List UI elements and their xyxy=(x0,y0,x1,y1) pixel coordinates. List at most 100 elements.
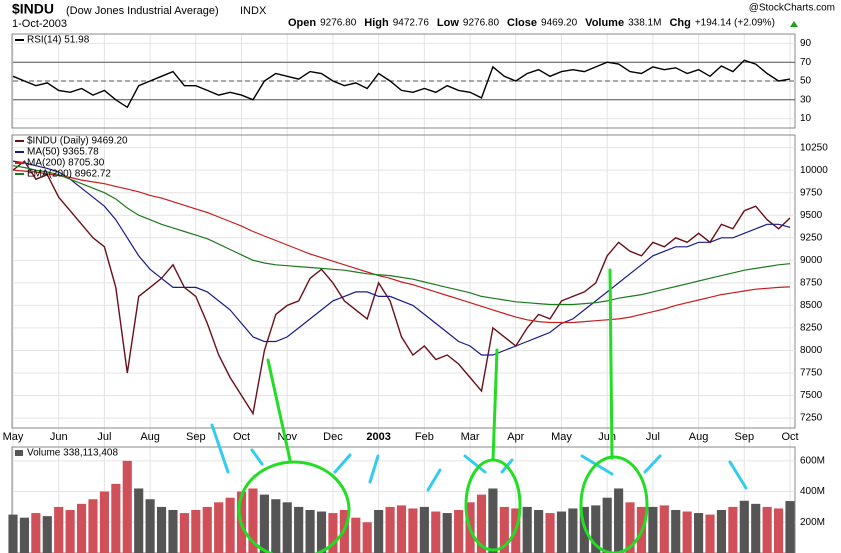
volume-bar xyxy=(19,517,29,553)
volume-bar xyxy=(385,506,395,553)
series-line xyxy=(12,160,791,416)
legend-label: Volume 338,113,408 xyxy=(27,448,118,459)
volume-bar xyxy=(648,506,658,553)
quote-value: +194.14 (+2.09%) xyxy=(695,18,775,29)
volume-bar xyxy=(282,502,292,553)
quote-label: Low xyxy=(437,17,459,29)
volume-bar xyxy=(499,506,509,553)
quote-label: Open xyxy=(288,17,316,29)
x-tick-label: Oct xyxy=(781,431,798,443)
y-tick-label: 10 xyxy=(800,113,812,124)
volume-bar xyxy=(614,488,624,553)
x-tick-label: Jun xyxy=(598,431,616,443)
x-tick-label: Jul xyxy=(97,431,111,443)
x-tick-label: May xyxy=(551,431,572,443)
volume-bar xyxy=(556,511,567,553)
volume-bar xyxy=(156,506,167,553)
y-tick-label: 8750 xyxy=(800,277,823,288)
legend-label: MA(50) 9365.78 xyxy=(27,147,99,158)
volume-bar xyxy=(362,522,372,553)
volume-bar xyxy=(739,500,749,553)
y-tick-label: 10250 xyxy=(800,142,828,153)
x-tick-label: Oct xyxy=(233,431,250,443)
volume-bar xyxy=(168,509,178,553)
volume-bar xyxy=(99,491,109,553)
date: 1-Oct-2003 xyxy=(12,18,67,30)
volume-bar xyxy=(751,503,761,553)
exchange: INDX xyxy=(240,5,267,17)
y-tick-label: 90 xyxy=(800,38,812,49)
quote-value: 9276.80 xyxy=(463,18,500,29)
y-tick-label: 9000 xyxy=(800,255,823,266)
y-tick-label: 600M xyxy=(800,455,825,466)
volume-bar xyxy=(408,508,418,553)
volume-bar xyxy=(705,514,715,553)
annotations xyxy=(210,268,748,553)
volume-bar xyxy=(294,506,304,553)
volume-bar xyxy=(316,511,327,553)
volume-bar xyxy=(202,506,212,553)
y-tick-label: 50 xyxy=(800,76,812,87)
y-tick-label: 9750 xyxy=(800,187,823,198)
volume-bar xyxy=(134,488,144,553)
panel xyxy=(11,134,796,429)
y-tick-label: 400M xyxy=(800,486,825,497)
green-marks xyxy=(237,268,649,553)
index-name: (Dow Jones Industrial Average) xyxy=(66,5,219,17)
x-tick-label: Mar xyxy=(461,431,480,443)
y-tick-label: 8250 xyxy=(800,323,823,334)
quote-value: 9469.20 xyxy=(541,18,578,29)
volume-bar xyxy=(694,513,704,553)
y-tick-label: 7250 xyxy=(800,413,823,424)
volume-bar xyxy=(419,506,429,553)
volume-bar xyxy=(225,497,235,553)
volume-bar xyxy=(602,497,612,553)
volume-bar xyxy=(76,503,87,553)
x-tick-label: Dec xyxy=(323,431,343,443)
volume-bar xyxy=(248,488,258,553)
legend-label: EMA(200) 8962.72 xyxy=(27,169,111,180)
volume-bar xyxy=(122,460,132,553)
volume-bar xyxy=(351,517,361,553)
credit: @StockCharts.com xyxy=(749,3,835,14)
volume-bar xyxy=(625,502,635,553)
series-line xyxy=(12,165,791,306)
x-tick-label: Apr xyxy=(507,431,524,443)
up-arrow xyxy=(790,21,798,27)
x-tick-label: May xyxy=(3,431,24,443)
legend-swatch xyxy=(15,450,23,456)
volume-bar xyxy=(671,509,681,553)
volume-bar xyxy=(31,513,41,553)
volume-bar xyxy=(396,505,407,553)
x-tick-label: Sep xyxy=(186,431,206,443)
quote-value: 338.1M xyxy=(628,18,661,29)
volume-bar xyxy=(305,509,315,553)
volume-bar xyxy=(214,502,224,553)
volume-bar xyxy=(682,511,692,553)
y-tick-label: 8500 xyxy=(800,300,823,311)
quote-label: Close xyxy=(507,17,537,29)
symbol: $INDU xyxy=(12,1,54,17)
cyan-strokes xyxy=(210,423,748,492)
volume-bar xyxy=(8,514,18,553)
volume-bar xyxy=(488,488,498,553)
legend-label: $INDU (Daily) 9469.20 xyxy=(27,136,128,147)
quote-label: Volume xyxy=(585,17,624,29)
volume-bar xyxy=(145,499,155,553)
quote-value: 9276.80 xyxy=(320,18,357,29)
y-tick-label: 10000 xyxy=(800,165,828,176)
volume-bar xyxy=(785,501,795,553)
quote-label: Chg xyxy=(669,17,690,29)
legend-label: RSI(14) 51.98 xyxy=(27,35,90,46)
volume-bar xyxy=(659,505,669,553)
volume-bar xyxy=(476,494,487,553)
x-tick-label: Jun xyxy=(50,431,68,443)
volume-bar xyxy=(591,505,601,553)
volume-bar xyxy=(42,516,52,553)
series-line xyxy=(12,160,791,356)
volume-bar xyxy=(328,513,338,553)
quote: Open 9276.80 High 9472.76 Low 9276.80 Close 946… xyxy=(288,17,775,29)
volume-bar xyxy=(65,509,75,553)
y-tick-label: 9500 xyxy=(800,210,823,221)
